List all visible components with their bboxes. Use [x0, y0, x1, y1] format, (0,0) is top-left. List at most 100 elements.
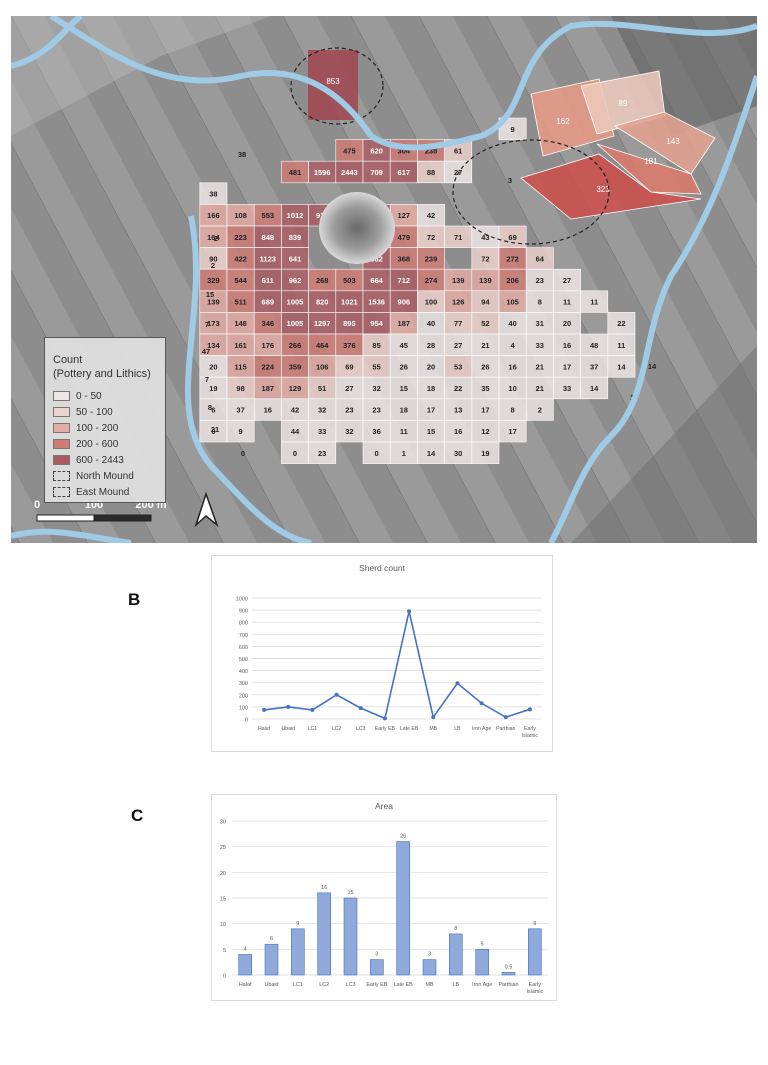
grid-cell-value: 0 — [211, 427, 215, 436]
grid-cell-value: 11 — [563, 298, 571, 307]
grid-cell-value: 77 — [454, 319, 462, 328]
y-tick-label: 600 — [239, 645, 248, 651]
east-mound-cell — [596, 143, 702, 195]
legend-item: 200 - 600 — [53, 438, 118, 450]
grid-cell-value: 37 — [590, 362, 598, 371]
grid-cell-value: 820 — [316, 298, 329, 307]
river-east — [369, 20, 757, 151]
bar — [501, 972, 516, 976]
y-tick-label: 10 — [220, 922, 226, 928]
edge-label: 3 — [508, 176, 512, 185]
grid-cell-value: 22 — [617, 319, 625, 328]
east-mound-outline — [452, 139, 610, 245]
data-point — [455, 681, 460, 686]
grid-cell-value: 72 — [427, 233, 435, 242]
grid-cell-value: 35 — [481, 384, 489, 393]
grid-cell-value: 21 — [536, 362, 544, 371]
data-label: 8 — [454, 926, 457, 932]
data-point — [431, 715, 436, 720]
y-tick-label: 15 — [220, 897, 226, 903]
east-mound-value: 89 — [619, 99, 628, 108]
legend-swatch — [53, 471, 70, 481]
data-label: 16 — [321, 885, 327, 891]
grid-cell — [607, 355, 636, 378]
grid-cell-value: 1005 — [287, 298, 304, 307]
legend-label: 50 - 100 — [76, 406, 113, 418]
x-tick-label: LC2 — [319, 982, 329, 988]
grid-cell-value: 11 — [617, 341, 625, 350]
legend-label: 100 - 200 — [76, 422, 119, 434]
grid-cell-value: 28 — [427, 341, 435, 350]
grid-cell-value: 22 — [454, 384, 462, 393]
grid-cell-value: 8 — [511, 406, 515, 415]
x-tick-label: Early — [524, 726, 536, 732]
legend-item: 0 - 50 — [53, 390, 102, 402]
grid-cell-value: 272 — [506, 254, 519, 263]
grid-cell-value: 368 — [398, 254, 411, 263]
grid-cell-value: 33 — [318, 427, 326, 436]
grid-cell-value: 106 — [316, 362, 329, 371]
y-tick-label: 5 — [223, 948, 226, 954]
legend-label: 0 - 50 — [76, 390, 102, 402]
grid-cell — [471, 441, 500, 464]
edge-label: 2 — [214, 234, 218, 243]
grid-cell-value: 553 — [262, 211, 275, 220]
y-tick-label: 0 — [245, 718, 248, 724]
grid-cell-value: 239 — [425, 254, 438, 263]
grid-cell-value: 962 — [289, 276, 302, 285]
edge-label: 0 — [241, 449, 245, 458]
grid-cell-value: 8 — [538, 298, 542, 307]
y-tick-label: 500 — [239, 657, 248, 663]
grid-cell-value: 126 — [452, 298, 465, 307]
grid-cell-value: 42 — [427, 211, 435, 220]
scale-segment-dark — [93, 514, 152, 522]
series-line — [263, 611, 531, 720]
grid-cell-value: 839 — [289, 233, 302, 242]
edge-label: 7 — [205, 375, 209, 384]
chart-title: Area — [375, 801, 393, 811]
grid-cell-value: 37 — [236, 406, 244, 415]
grid-cell-value: 30 — [454, 449, 462, 458]
grid-cell-value: 19 — [481, 449, 489, 458]
grid-cell-value: 511 — [235, 298, 247, 307]
grid-cell-value: 33 — [536, 341, 544, 350]
grid-cell-value: 2 — [538, 406, 542, 415]
data-point — [262, 707, 267, 712]
data-label: 6 — [270, 936, 273, 942]
grid-cell-value: 64 — [536, 254, 545, 263]
grid-cell-value: 503 — [343, 276, 356, 285]
grid-cell-value: 20 — [427, 362, 435, 371]
grid-cell-value: 31 — [536, 319, 544, 328]
grid-cell-value: 23 — [372, 406, 380, 415]
grid-cell-value: 90 — [209, 254, 217, 263]
grid-cell-value: 709 — [370, 168, 383, 177]
x-tick-label: Early EB — [366, 982, 387, 988]
x-tick-label: Islamic — [526, 989, 543, 995]
grid-cell-value: 27 — [454, 341, 462, 350]
grid-cell-value: 1123 — [260, 254, 276, 263]
grid-cell-value: 21 — [536, 384, 544, 393]
grid-cell-value: 641 — [289, 254, 302, 263]
y-tick-label: 400 — [239, 669, 248, 675]
grid-cell-value: 620 — [370, 146, 383, 155]
y-tick-label: 100 — [239, 705, 248, 711]
legend-label: North Mound — [76, 470, 134, 482]
panel-label-c: C — [131, 806, 144, 825]
x-tick-label: LC3 — [346, 982, 356, 988]
grid-cell-value: 464 — [316, 341, 329, 350]
x-tick-label: Parthian — [498, 982, 518, 988]
grid-cell-value: 32 — [372, 384, 380, 393]
grid-cell-value: 329 — [207, 276, 220, 285]
grid-cell-value: 617 — [398, 168, 411, 177]
data-label: 5 — [481, 941, 484, 947]
grid-cell — [580, 290, 609, 313]
east-mound-value: 162 — [556, 117, 570, 126]
data-label: 15 — [347, 890, 353, 896]
grid-cell-value: 21 — [481, 341, 489, 350]
grid-cell-value: 23 — [318, 449, 326, 458]
grid-cell-value: 906 — [398, 298, 411, 307]
north-arrow-icon — [194, 491, 219, 528]
legend-label: East Mound — [76, 486, 130, 498]
bar — [396, 841, 410, 976]
bar — [475, 949, 489, 976]
